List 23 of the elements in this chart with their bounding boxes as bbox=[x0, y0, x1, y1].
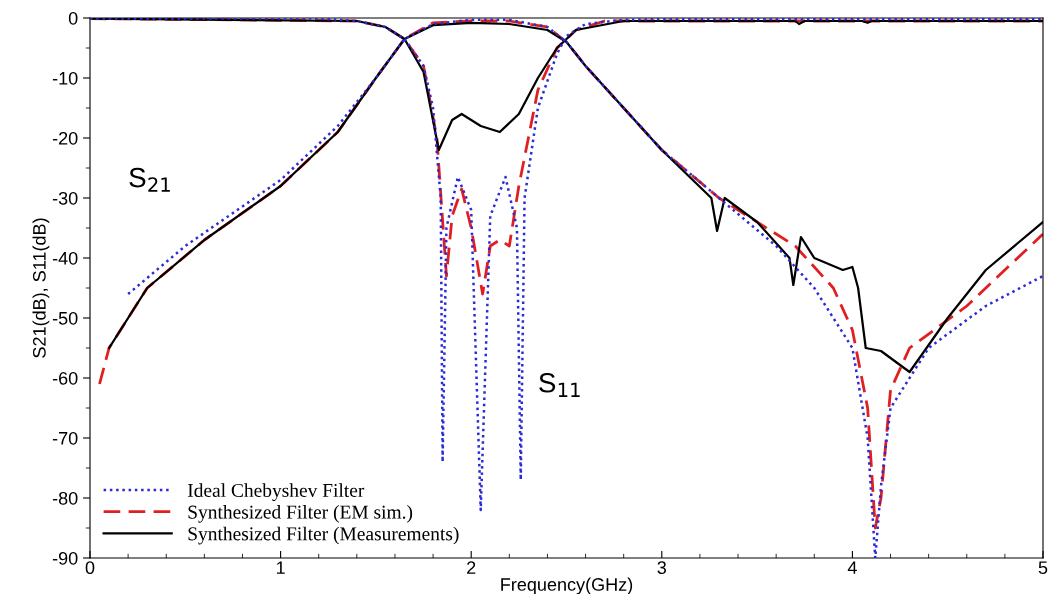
legend-label: Synthesized Filter (Measurements) bbox=[188, 526, 459, 545]
y-tick-label: -70 bbox=[52, 431, 78, 445]
y-tick-label: -30 bbox=[52, 191, 78, 205]
legend-label: Synthesized Filter (EM sim.) bbox=[188, 505, 413, 523]
annotation: S$_{21}$ bbox=[129, 167, 170, 192]
y-tick-label: -20 bbox=[52, 131, 78, 145]
x-axis-title: Frequency(GHz) bbox=[501, 577, 633, 594]
y-tick-label: -90 bbox=[52, 551, 78, 565]
y-tick-label: -80 bbox=[52, 491, 78, 505]
y-tick-label: -10 bbox=[52, 71, 78, 85]
y-tick-label: 0 bbox=[68, 11, 78, 25]
x-tick-label: 0 bbox=[85, 561, 95, 575]
x-tick-label: 1 bbox=[276, 561, 285, 574]
annotation: S$_{11}$ bbox=[539, 372, 580, 397]
y-tick-label: -50 bbox=[52, 311, 78, 325]
x-tick-label: 2 bbox=[467, 561, 476, 574]
x-tick-label: 5 bbox=[1038, 561, 1048, 575]
x-tick-label: 4 bbox=[847, 561, 857, 574]
y-axis-title: S21(dB), S11(dB) bbox=[32, 218, 50, 358]
legend-label: Ideal Chebyshev Filter bbox=[187, 483, 365, 501]
x-tick-label: 3 bbox=[657, 561, 667, 575]
y-tick-label: -40 bbox=[52, 251, 78, 265]
y-tick-label: -60 bbox=[52, 371, 78, 385]
